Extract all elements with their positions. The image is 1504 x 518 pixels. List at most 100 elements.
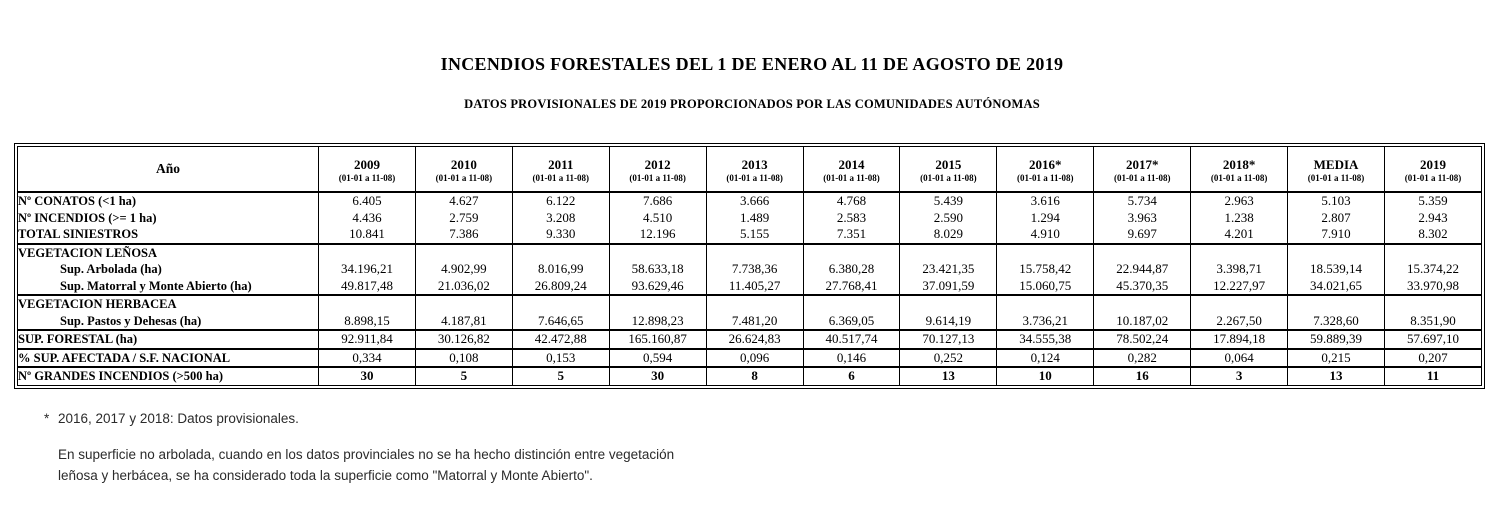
table-body: Nº CONATOS (<1 ha) 6.405 4.627 6.122 7.686 3.… xyxy=(17,192,1483,385)
value-cell: 9.614,19 xyxy=(899,312,998,330)
year-column-header: 2010 (01-01 a 11-08) xyxy=(414,146,513,193)
value-cell: 2.267,50 xyxy=(1190,312,1289,330)
value-cell: 0,096 xyxy=(705,347,804,367)
value-cell: 7.646,65 xyxy=(511,312,610,330)
value-cell xyxy=(899,294,998,313)
value-cell: 1.489 xyxy=(705,209,804,226)
value-cell: 4.627 xyxy=(414,192,513,210)
year-label: 2019 xyxy=(1419,157,1446,172)
year-label: 2018* xyxy=(1222,157,1256,172)
year-label: 2016* xyxy=(1029,157,1062,172)
value-cell: 13 xyxy=(1287,366,1385,385)
value-cell: 4.902,99 xyxy=(414,261,513,278)
year-label: 2013 xyxy=(741,157,768,172)
value-cell: 10.841 xyxy=(318,226,416,244)
value-cell: 8 xyxy=(705,366,804,385)
period-label: (01-01 a 11-08) xyxy=(1017,173,1074,183)
value-cell: 6.380,28 xyxy=(802,261,901,278)
value-cell: 1.294 xyxy=(996,209,1095,226)
value-cell: 0,064 xyxy=(1190,347,1289,367)
value-cell: 0,594 xyxy=(608,347,707,367)
value-cell: 13 xyxy=(899,366,998,385)
value-cell xyxy=(414,294,513,313)
value-cell xyxy=(1383,242,1483,261)
value-cell xyxy=(318,294,416,313)
value-cell: 27.768,41 xyxy=(802,277,901,295)
value-cell: 11.405,27 xyxy=(705,277,804,295)
period-label: (01-01 a 11-08) xyxy=(629,173,686,183)
value-cell: 6 xyxy=(802,366,901,385)
table-header: Año 2009 (01-01 a 11-08) 2010 (01-01 a 11-08… xyxy=(17,146,1483,193)
year-column-header: 2012 (01-01 a 11-08) xyxy=(608,146,707,193)
value-cell: 0,252 xyxy=(899,347,998,367)
row-label: Sup. Arbolada (ha) xyxy=(17,261,319,278)
value-cell: 4.436 xyxy=(318,209,416,226)
value-cell: 5.103 xyxy=(1287,192,1385,210)
value-cell: 6.369,05 xyxy=(802,312,901,330)
value-cell: 15.758,42 xyxy=(996,261,1095,278)
year-label: MEDIA xyxy=(1313,157,1359,172)
row-label: Nº CONATOS (<1 ha) xyxy=(17,192,319,210)
value-cell: 0,282 xyxy=(1093,347,1192,367)
value-cell: 0,153 xyxy=(511,347,610,367)
footnote-asterisk: * xyxy=(44,411,50,426)
value-cell: 3.736,21 xyxy=(996,312,1095,330)
value-cell: 4.768 xyxy=(802,192,901,210)
table-row: Sup. Matorral y Monte Abierto (ha) 49.817… xyxy=(17,277,1483,295)
value-cell: 11 xyxy=(1383,366,1483,385)
value-cell: 10.187,02 xyxy=(1093,312,1192,330)
row-label: SUP. FORESTAL (ha) xyxy=(17,329,319,349)
footnote-provisional-text: 2016, 2017 y 2018: Datos provisionales. xyxy=(58,411,299,426)
value-cell: 3.963 xyxy=(1093,209,1192,226)
value-cell: 0,215 xyxy=(1287,347,1385,367)
value-cell: 10 xyxy=(996,366,1095,385)
value-cell: 34.021,65 xyxy=(1287,277,1385,295)
value-cell: 12.227,97 xyxy=(1190,277,1289,295)
value-cell: 26.809,24 xyxy=(511,277,610,295)
value-cell: 7.910 xyxy=(1287,226,1385,244)
row-label: % SUP. AFECTADA / S.F. NACIONAL xyxy=(17,347,319,367)
value-cell: 2.963 xyxy=(1190,192,1289,210)
period-label: (01-01 a 11-08) xyxy=(1210,173,1268,183)
year-column-header: 2019 (01-01 a 11-08) xyxy=(1383,146,1483,193)
table-row: TOTAL SINIESTROS 10.841 7.386 9.330 12.196 5.… xyxy=(17,226,1483,244)
value-cell: 15.060,75 xyxy=(996,277,1095,295)
value-cell: 3.398,71 xyxy=(1190,261,1289,278)
value-cell xyxy=(899,242,998,261)
value-cell: 5 xyxy=(511,366,610,385)
value-cell: 7.481,20 xyxy=(705,312,804,330)
value-cell: 2.583 xyxy=(802,209,901,226)
year-column-header: 2017* (01-01 a 11-08) xyxy=(1093,146,1192,193)
value-cell: 59.889,39 xyxy=(1287,329,1385,349)
table-row: Sup. Arbolada (ha) 34.196,21 4.902,99 8.016… xyxy=(17,261,1483,278)
row-label: Nº INCENDIOS (>= 1 ha) xyxy=(17,209,319,226)
value-cell: 8.898,15 xyxy=(318,312,416,330)
period-label: (01-01 a 11-08) xyxy=(726,173,783,183)
value-cell xyxy=(802,294,901,313)
value-cell: 0,108 xyxy=(414,347,513,367)
year-column-header: 2013 (01-01 a 11-08) xyxy=(705,146,804,193)
value-cell xyxy=(1093,294,1192,313)
year-label: 2015 xyxy=(935,157,962,172)
value-cell: 16 xyxy=(1093,366,1192,385)
year-label: 2009 xyxy=(353,157,380,172)
value-cell: 6.405 xyxy=(318,192,416,210)
value-cell xyxy=(1190,242,1289,261)
period-label: (01-01 a 11-08) xyxy=(920,173,977,183)
value-cell: 21.036,02 xyxy=(414,277,513,295)
value-cell: 9.697 xyxy=(1093,226,1192,244)
value-cell: 4.510 xyxy=(608,209,707,226)
value-cell xyxy=(1287,242,1385,261)
value-cell: 2.943 xyxy=(1383,209,1483,226)
value-cell: 57.697,10 xyxy=(1383,329,1483,349)
value-cell: 7.351 xyxy=(802,226,901,244)
value-cell: 12.898,23 xyxy=(608,312,707,330)
value-cell xyxy=(608,294,707,313)
value-cell: 78.502,24 xyxy=(1093,329,1192,349)
value-cell: 0,207 xyxy=(1383,347,1483,367)
value-cell: 3.208 xyxy=(511,209,610,226)
value-cell xyxy=(705,294,804,313)
value-cell xyxy=(414,242,513,261)
year-label: 2017* xyxy=(1125,157,1159,172)
